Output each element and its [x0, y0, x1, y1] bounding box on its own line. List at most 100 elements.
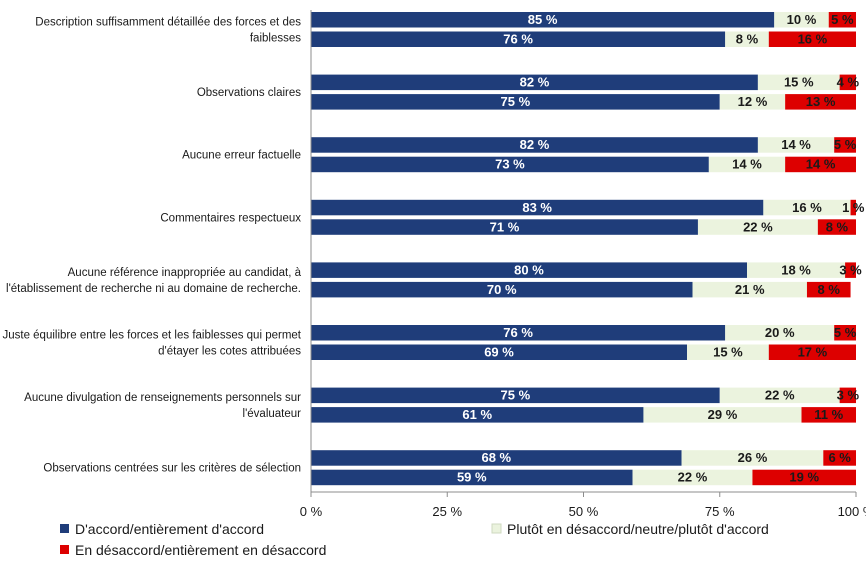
- bar-segment: [757, 137, 835, 153]
- bar-segment: [774, 12, 829, 28]
- data-label: 85 %: [528, 12, 558, 27]
- bar-segment: [839, 74, 856, 91]
- data-label: 82 %: [520, 137, 550, 152]
- data-label: 15 %: [713, 345, 743, 360]
- data-label: 76 %: [503, 325, 533, 340]
- bar-segment: [692, 281, 807, 298]
- bar-segment: [719, 94, 786, 110]
- bar-segment: [845, 262, 856, 278]
- data-label: 14 %: [781, 137, 811, 152]
- data-label: 22 %: [678, 470, 708, 485]
- bar-segment: [311, 31, 726, 47]
- bar-segment: [708, 156, 786, 173]
- data-label: 8 %: [818, 282, 841, 297]
- bar-segment: [311, 262, 747, 278]
- category-label: Aucune référence inappropriée au candida…: [6, 267, 302, 295]
- legend-swatch: [491, 523, 502, 534]
- x-tick-label: 25 %: [432, 504, 462, 519]
- category-label: Observations claires: [197, 87, 301, 99]
- bar-segment: [311, 325, 726, 341]
- data-label: 10 %: [787, 12, 817, 27]
- data-label: 1 %: [842, 200, 865, 215]
- data-label: 13 %: [806, 94, 836, 109]
- bar-segment: [311, 387, 720, 404]
- bar-segment: [311, 281, 693, 298]
- data-label: 80 %: [514, 262, 544, 277]
- data-label: 76 %: [503, 32, 533, 47]
- bar-segment: [632, 469, 753, 486]
- data-label: 5 %: [834, 325, 857, 340]
- bar-segment: [768, 31, 856, 47]
- data-label: 75 %: [501, 94, 531, 109]
- bar-segment: [839, 387, 856, 404]
- legend-swatch: [60, 524, 69, 533]
- data-label: 14 %: [732, 157, 762, 172]
- bar-segment: [311, 156, 709, 173]
- category-label: Commentaires respectueux: [160, 212, 301, 224]
- bar-segment: [763, 199, 851, 216]
- data-label: 69 %: [484, 345, 514, 360]
- category-labels: Description suffisamment détaillée des f…: [2, 17, 301, 475]
- bar-segment: [311, 407, 644, 423]
- legend-label: En désaccord/entièrement en désaccord: [75, 542, 326, 558]
- bar-segment: [785, 156, 856, 173]
- bar-segment: [834, 325, 856, 341]
- data-label: 3 %: [839, 262, 862, 277]
- legend-swatch: [60, 545, 69, 554]
- bar-segment: [719, 387, 840, 404]
- data-label: 8 %: [826, 219, 849, 234]
- legend-label: Plutôt en désaccord/neutre/plutôt d'acco…: [507, 521, 769, 537]
- data-label: 82 %: [520, 75, 550, 90]
- data-label: 15 %: [784, 75, 814, 90]
- data-label: 71 %: [490, 219, 520, 234]
- bar-segment: [757, 74, 840, 91]
- data-label: 3 %: [837, 388, 860, 403]
- bar-segment: [850, 199, 856, 216]
- bar-segment: [801, 407, 856, 423]
- bar-segment: [823, 450, 856, 466]
- bar-segment: [747, 262, 846, 278]
- data-label: 21 %: [735, 282, 765, 297]
- data-label: 61 %: [462, 407, 492, 422]
- category-label: Aucune divulgation de renseignements per…: [24, 392, 301, 420]
- bar-segment: [311, 469, 633, 486]
- bar-segment: [697, 219, 818, 235]
- bar-segment: [768, 344, 856, 360]
- data-label: 6 %: [828, 450, 851, 465]
- data-label: 14 %: [806, 157, 836, 172]
- bar-segment: [834, 137, 856, 153]
- data-label: 4 %: [837, 75, 860, 90]
- legend: D'accord/entièrement d'accord Plutôt en d…: [60, 521, 769, 558]
- data-label: 73 %: [495, 157, 525, 172]
- data-label: 20 %: [765, 325, 795, 340]
- data-label: 59 %: [457, 470, 487, 485]
- bar-segment: [752, 469, 856, 486]
- category-label: Aucune erreur factuelle: [182, 150, 301, 162]
- bar-segment: [311, 450, 682, 466]
- bar-segment: [311, 74, 758, 91]
- bar-segment: [806, 281, 851, 298]
- bar-segment: [817, 219, 856, 235]
- data-label: 19 %: [789, 470, 819, 485]
- bar-segment: [311, 137, 758, 153]
- bar-segment: [828, 12, 856, 28]
- bar-segment: [725, 325, 835, 341]
- data-label: 83 %: [522, 200, 552, 215]
- data-label: 16 %: [798, 32, 828, 47]
- category-label: Observations centrées sur les critères d…: [43, 463, 301, 475]
- data-label: 18 %: [781, 262, 811, 277]
- category-label: Description suffisamment détaillée des f…: [35, 17, 301, 45]
- data-label: 16 %: [792, 200, 822, 215]
- data-label: 22 %: [743, 219, 773, 234]
- data-label: 8 %: [736, 32, 759, 47]
- bar-segment: [311, 199, 764, 216]
- bar-segment: [785, 94, 856, 110]
- data-label: 29 %: [708, 407, 738, 422]
- data-label: 5 %: [831, 12, 854, 27]
- bar-segment: [687, 344, 769, 360]
- bar-segment: [311, 12, 775, 28]
- bar-segment: [311, 344, 688, 360]
- category-label: Juste équilibre entre les forces et les …: [2, 330, 301, 358]
- bar-segment: [311, 94, 720, 110]
